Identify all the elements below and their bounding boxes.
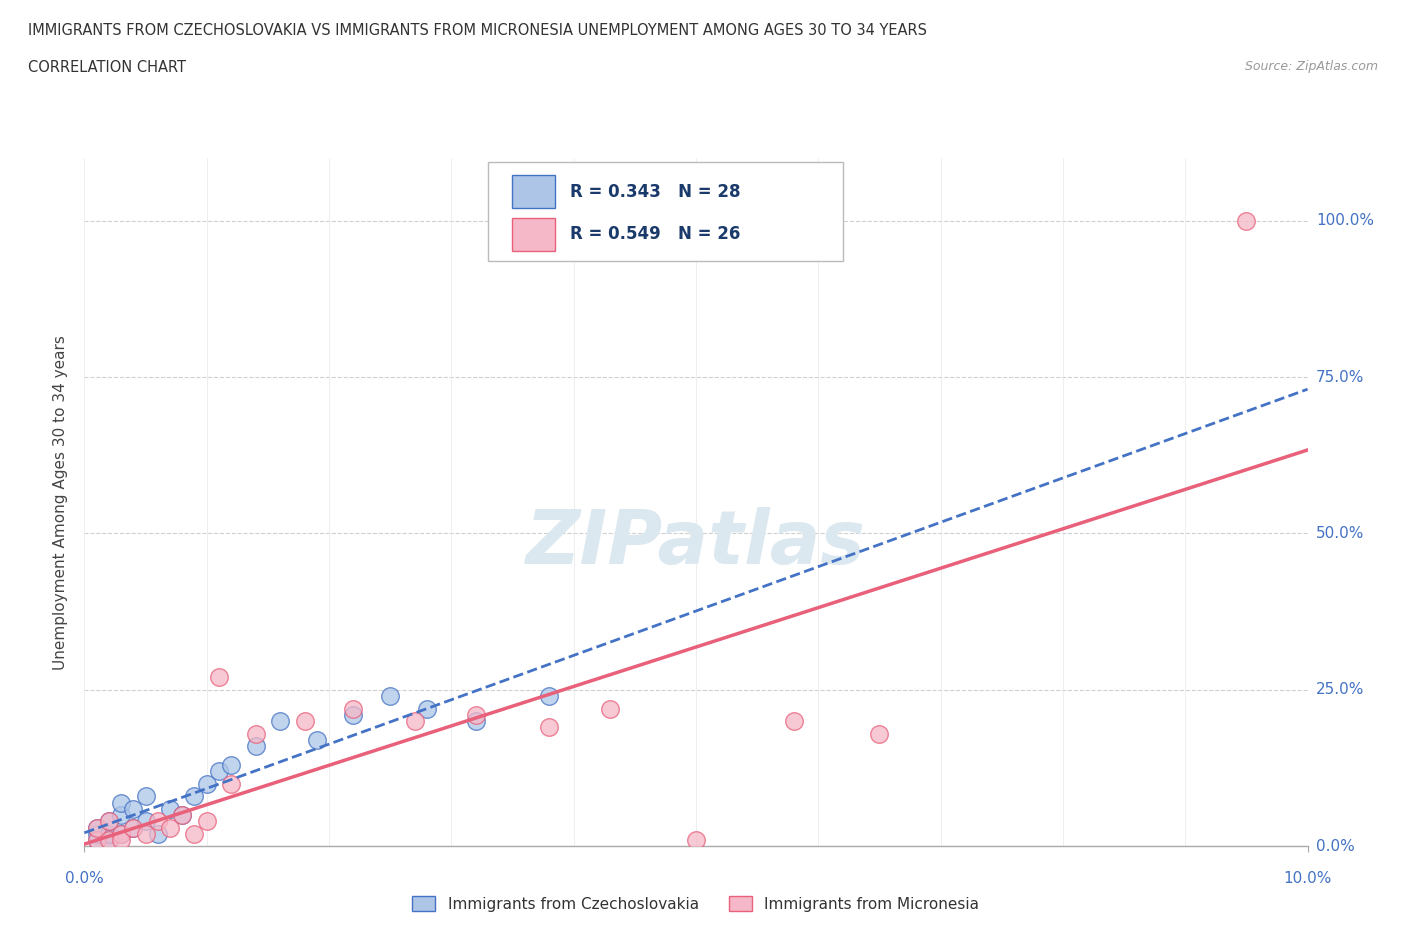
Point — [172, 807, 194, 822]
Point — [208, 670, 231, 684]
Point — [97, 814, 120, 829]
Text: 0.0%: 0.0% — [1316, 839, 1354, 854]
Point — [97, 827, 120, 842]
Text: ZIPatlas: ZIPatlas — [526, 507, 866, 580]
Point — [294, 713, 316, 728]
Point — [305, 733, 328, 748]
Text: 25.0%: 25.0% — [1316, 683, 1364, 698]
Point — [195, 777, 218, 791]
Point — [1234, 213, 1257, 228]
FancyBboxPatch shape — [488, 162, 842, 261]
Point — [783, 713, 806, 728]
Point — [86, 832, 108, 847]
Bar — [513, 218, 555, 251]
Point — [135, 789, 157, 804]
Point — [219, 758, 242, 773]
Point — [183, 789, 205, 804]
Point — [122, 820, 145, 835]
Text: IMMIGRANTS FROM CZECHOSLOVAKIA VS IMMIGRANTS FROM MICRONESIA UNEMPLOYMENT AMONG : IMMIGRANTS FROM CZECHOSLOVAKIA VS IMMIGR… — [28, 23, 927, 38]
Point — [183, 827, 205, 842]
Point — [86, 827, 108, 842]
Point — [110, 807, 132, 822]
Text: Source: ZipAtlas.com: Source: ZipAtlas.com — [1244, 60, 1378, 73]
Point — [97, 814, 120, 829]
Text: CORRELATION CHART: CORRELATION CHART — [28, 60, 186, 75]
Point — [159, 802, 181, 817]
Legend: Immigrants from Czechoslovakia, Immigrants from Micronesia: Immigrants from Czechoslovakia, Immigran… — [406, 890, 986, 918]
Point — [245, 738, 267, 753]
Point — [269, 713, 291, 728]
Point — [685, 832, 707, 847]
Point — [135, 814, 157, 829]
Point — [464, 713, 486, 728]
Point — [146, 814, 169, 829]
Point — [195, 814, 218, 829]
Point — [110, 827, 132, 842]
Point — [464, 708, 486, 723]
Text: R = 0.343   N = 28: R = 0.343 N = 28 — [569, 183, 741, 201]
Point — [146, 827, 169, 842]
Point — [219, 777, 242, 791]
Point — [122, 820, 145, 835]
Point — [97, 832, 120, 847]
Bar — [513, 176, 555, 208]
Text: 0.0%: 0.0% — [65, 871, 104, 886]
Point — [538, 720, 561, 735]
Point — [159, 820, 181, 835]
Text: 75.0%: 75.0% — [1316, 369, 1364, 385]
Point — [245, 726, 267, 741]
Point — [404, 713, 426, 728]
Point — [208, 764, 231, 778]
Text: 50.0%: 50.0% — [1316, 526, 1364, 541]
Text: 10.0%: 10.0% — [1284, 871, 1331, 886]
Point — [86, 820, 108, 835]
Point — [110, 795, 132, 810]
Point — [172, 807, 194, 822]
Text: R = 0.549   N = 26: R = 0.549 N = 26 — [569, 225, 741, 244]
Point — [342, 701, 364, 716]
Point — [97, 832, 120, 847]
Point — [86, 832, 108, 847]
Point — [416, 701, 439, 716]
Point — [122, 802, 145, 817]
Text: 100.0%: 100.0% — [1316, 213, 1374, 228]
Point — [342, 708, 364, 723]
Point — [110, 827, 132, 842]
Y-axis label: Unemployment Among Ages 30 to 34 years: Unemployment Among Ages 30 to 34 years — [53, 335, 69, 670]
Point — [538, 689, 561, 704]
Point — [869, 726, 891, 741]
Point — [380, 689, 402, 704]
Point — [110, 832, 132, 847]
Point — [599, 701, 621, 716]
Point — [135, 827, 157, 842]
Point — [86, 820, 108, 835]
